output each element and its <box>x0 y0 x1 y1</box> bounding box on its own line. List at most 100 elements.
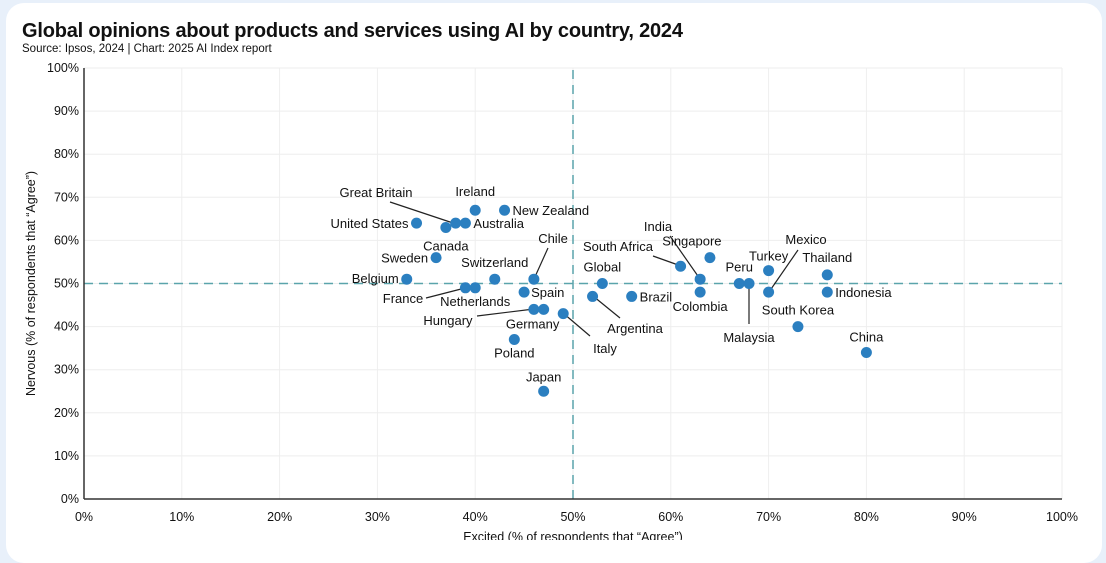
chart-subtitle: Source: Ipsos, 2024 | Chart: 2025 AI Ind… <box>22 43 272 55</box>
label-thailand: Thailand <box>802 250 852 265</box>
point-belgium <box>401 273 413 285</box>
leader-line-chile <box>533 247 549 280</box>
x-tick-label: 40% <box>463 510 488 524</box>
x-tick-label: 100% <box>1046 510 1078 524</box>
point-hungary <box>528 303 540 315</box>
point-colombia <box>694 286 706 298</box>
point-switzerland <box>489 273 501 285</box>
y-axis-label: Nervous (% of respondents that “Agree”) <box>24 171 38 396</box>
label-colombia: Colombia <box>673 299 729 314</box>
x-tick-label: 50% <box>560 510 585 524</box>
y-tick-label: 20% <box>54 406 79 420</box>
point-netherlands <box>469 282 481 294</box>
point-sweden <box>430 252 442 264</box>
reference-lines <box>84 70 1062 499</box>
leader-line-india <box>669 235 701 280</box>
label-chile: Chile <box>538 231 568 246</box>
label-united-states: United States <box>330 216 409 231</box>
point-labels: United States Canada Great Britain Australi… <box>330 184 892 384</box>
point-argentina <box>587 290 599 302</box>
label-hungary: Hungary <box>423 313 473 328</box>
label-france: France <box>383 291 423 306</box>
y-tick-label: 10% <box>54 449 79 463</box>
point-singapore <box>704 252 716 264</box>
label-belgium: Belgium <box>352 271 399 286</box>
point-brazil <box>626 290 638 302</box>
y-axis-ticks: 0% 10% 20% 30% 40% 50% 60% 70% 80% 90% 100% <box>47 61 79 506</box>
label-china: China <box>849 329 884 344</box>
y-tick-label: 60% <box>54 233 79 247</box>
y-tick-label: 70% <box>54 190 79 204</box>
label-netherlands: Netherlands <box>440 294 511 309</box>
point-italy <box>557 308 569 320</box>
point-thailand <box>821 269 833 281</box>
label-switzerland: Switzerland <box>461 255 528 270</box>
leader-lines <box>389 201 799 337</box>
label-canada: Canada <box>423 238 469 253</box>
label-sweden: Sweden <box>381 251 428 266</box>
point-malaysia <box>743 278 755 289</box>
y-tick-label: 90% <box>54 104 79 118</box>
axes <box>83 68 1062 500</box>
label-spain: Spain <box>531 285 564 300</box>
label-japan: Japan <box>526 369 561 384</box>
x-tick-label: 30% <box>365 510 390 524</box>
point-chile <box>528 273 540 285</box>
label-peru: Peru <box>726 260 753 275</box>
point-mexico <box>763 286 775 298</box>
leader-line-france <box>425 287 466 299</box>
point-china <box>860 346 872 358</box>
point-france <box>459 282 471 294</box>
leader-line-great-britain <box>389 201 457 225</box>
label-argentina: Argentina <box>607 321 663 336</box>
label-singapore: Singapore <box>662 234 721 249</box>
x-tick-label: 10% <box>169 510 194 524</box>
label-india: India <box>644 219 673 234</box>
leader-line-hungary <box>476 308 535 317</box>
point-japan <box>538 385 550 397</box>
label-germany: Germany <box>506 316 560 331</box>
x-tick-label: 80% <box>854 510 879 524</box>
data-points <box>401 204 872 397</box>
x-tick-label: 60% <box>658 510 683 524</box>
x-tick-label: 0% <box>75 510 93 524</box>
point-indonesia <box>821 286 833 298</box>
point-australia <box>459 217 471 229</box>
point-spain <box>518 286 530 298</box>
leader-line-argentina <box>592 295 621 319</box>
label-new-zealand: New Zealand <box>513 203 590 218</box>
y-tick-label: 50% <box>54 277 79 291</box>
label-south-korea: South Korea <box>762 303 835 318</box>
point-united-states <box>411 217 423 229</box>
point-new-zealand <box>499 204 511 216</box>
point-peru <box>733 278 745 289</box>
label-malaysia: Malaysia <box>723 330 775 345</box>
label-poland: Poland <box>494 346 534 361</box>
y-tick-label: 30% <box>54 363 79 377</box>
point-poland <box>508 334 520 346</box>
label-mexico: Mexico <box>785 232 826 247</box>
leader-line-mexico <box>768 249 799 293</box>
x-tick-label: 90% <box>952 510 977 524</box>
label-ireland: Ireland <box>455 184 495 199</box>
x-tick-label: 20% <box>267 510 292 524</box>
label-brazil: Brazil <box>640 289 673 304</box>
label-turkey: Turkey <box>749 249 789 264</box>
label-global: Global <box>584 260 622 275</box>
label-indonesia: Indonesia <box>835 285 892 300</box>
label-italy: Italy <box>593 341 617 356</box>
point-south-africa <box>675 260 687 272</box>
y-tick-label: 0% <box>61 492 79 506</box>
chart-title: Global opinions about products and servi… <box>22 20 683 42</box>
x-tick-label: 70% <box>756 510 781 524</box>
point-india <box>694 273 706 285</box>
point-global <box>596 278 608 289</box>
x-axis-ticks: 0% 10% 20% 30% 40% 50% 60% 70% 80% 90% 100% <box>75 510 1078 524</box>
y-tick-label: 100% <box>47 61 79 75</box>
x-axis-label: Excited (% of respondents that “Agree”) <box>463 530 683 540</box>
point-great-britain <box>450 217 462 229</box>
y-tick-label: 40% <box>54 320 79 334</box>
y-tick-label: 80% <box>54 147 79 161</box>
point-turkey <box>763 265 775 277</box>
label-great-britain: Great Britain <box>340 185 413 200</box>
